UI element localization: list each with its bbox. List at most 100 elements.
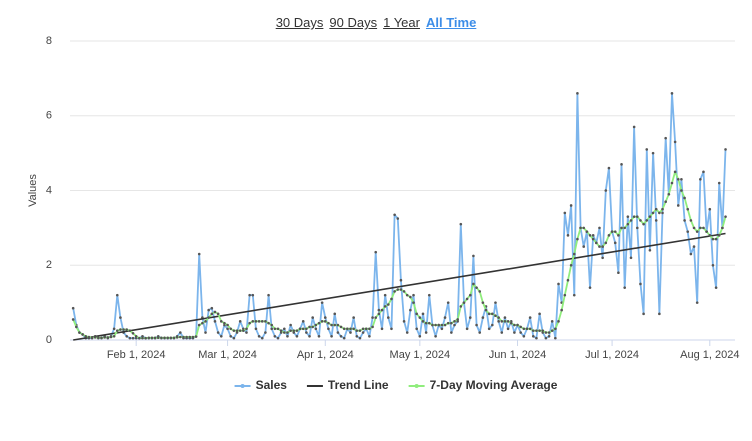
point: [90, 336, 94, 339]
point: [427, 321, 431, 325]
point: [465, 297, 469, 301]
point: [264, 320, 267, 323]
point: [582, 226, 586, 230]
series-line: [72, 170, 727, 339]
point: [626, 215, 630, 218]
point: [450, 331, 453, 334]
point: [506, 327, 510, 331]
point: [670, 92, 674, 95]
point: [418, 334, 422, 338]
point: [339, 334, 343, 338]
point: [264, 331, 267, 334]
point: [475, 323, 478, 327]
legend-marker: [240, 384, 245, 388]
point: [330, 334, 333, 338]
point: [661, 211, 664, 215]
point: [519, 331, 522, 334]
x-tick-label: Jun 1, 2024: [489, 349, 547, 361]
point: [273, 327, 277, 331]
point: [721, 226, 724, 230]
point: [317, 321, 321, 325]
point: [358, 336, 362, 340]
y-tick-label: 2: [46, 259, 52, 271]
point: [487, 327, 491, 331]
point: [128, 336, 132, 340]
point: [179, 335, 182, 339]
point: [497, 316, 500, 319]
point: [503, 316, 507, 319]
point: [427, 293, 431, 297]
point: [402, 320, 406, 323]
point: [377, 312, 381, 316]
point: [289, 329, 292, 332]
point: [216, 331, 220, 334]
point: [639, 219, 642, 222]
point: [708, 207, 712, 211]
point: [676, 177, 680, 181]
range-button[interactable]: 30 Days: [275, 15, 324, 30]
point: [607, 234, 611, 237]
point: [97, 336, 100, 340]
point: [554, 336, 557, 340]
point: [550, 320, 554, 323]
point: [409, 295, 412, 299]
range-button[interactable]: All Time: [425, 15, 477, 30]
point: [119, 328, 122, 331]
point: [106, 336, 110, 339]
point: [93, 336, 97, 339]
point: [711, 237, 715, 241]
point: [472, 282, 475, 286]
point: [311, 325, 314, 329]
point: [481, 316, 485, 319]
point: [617, 234, 620, 237]
range-button[interactable]: 1 Year: [383, 15, 420, 30]
point: [689, 252, 693, 256]
range-button[interactable]: 90 Days: [329, 15, 378, 30]
y-tick-label: 0: [46, 334, 52, 346]
point: [481, 301, 485, 304]
point: [651, 151, 655, 155]
point: [525, 327, 529, 331]
point: [623, 226, 626, 230]
point: [522, 334, 526, 338]
point: [371, 316, 374, 319]
point: [305, 331, 308, 334]
point: [572, 252, 576, 256]
point: [160, 336, 163, 340]
legend-marker: [414, 384, 419, 388]
point: [450, 321, 453, 325]
point: [626, 222, 630, 226]
point: [301, 320, 305, 323]
point: [387, 316, 390, 319]
point: [415, 312, 418, 316]
point: [629, 219, 633, 222]
point: [207, 316, 210, 319]
point: [585, 230, 589, 233]
point: [440, 323, 444, 327]
y-tick-label: 8: [46, 35, 52, 47]
point: [166, 336, 170, 340]
point: [500, 331, 504, 334]
point: [229, 334, 233, 338]
point: [431, 323, 434, 327]
point: [645, 148, 649, 151]
point: [717, 234, 721, 237]
point: [563, 211, 567, 215]
point: [699, 177, 702, 181]
point: [374, 250, 378, 254]
point: [724, 215, 727, 218]
point: [156, 336, 160, 340]
point: [588, 234, 592, 237]
point: [673, 170, 677, 174]
legend: Sales Trend Line 7-Day Moving Average: [234, 378, 558, 392]
point: [138, 336, 141, 340]
point: [346, 327, 349, 331]
point: [601, 245, 604, 248]
point: [632, 125, 636, 129]
point: [112, 334, 116, 338]
point: [658, 312, 661, 316]
point: [188, 335, 192, 339]
point: [491, 323, 494, 327]
point: [112, 327, 116, 331]
point: [676, 204, 680, 207]
